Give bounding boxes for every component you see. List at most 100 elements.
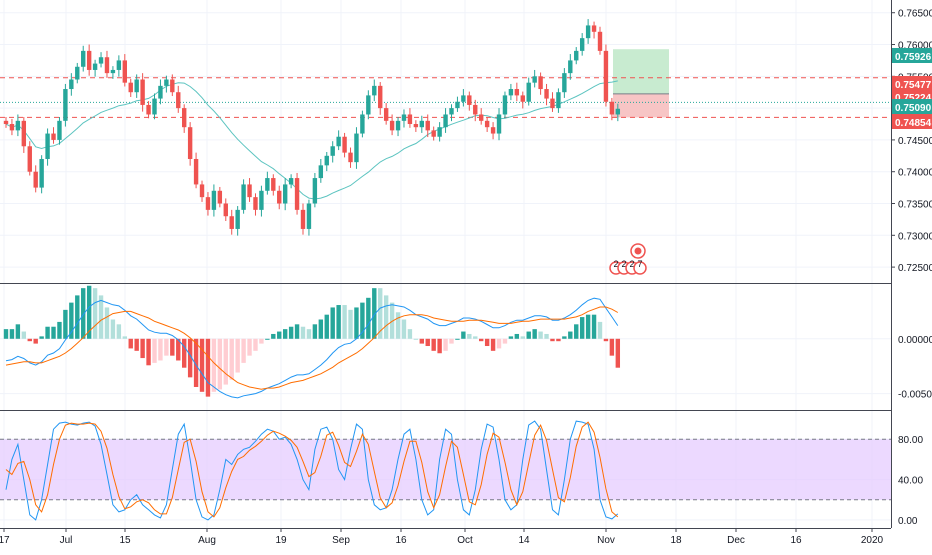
macd-histogram-bar xyxy=(603,338,609,342)
price-label[interactable]: 0.75926 xyxy=(892,48,932,63)
macd-histogram-bar xyxy=(282,329,288,339)
candle xyxy=(585,19,591,44)
macd-histogram-bar xyxy=(401,319,407,339)
macd-histogram-bar xyxy=(152,338,157,363)
candle-body xyxy=(603,50,609,102)
candle xyxy=(532,69,537,88)
macd-histogram-bar xyxy=(247,338,252,356)
macd-histogram-bar xyxy=(336,305,341,339)
candle-body xyxy=(597,31,603,51)
macd-histogram-bar xyxy=(348,309,353,339)
candle xyxy=(348,147,353,168)
candle xyxy=(69,73,74,96)
candle-body xyxy=(27,146,32,172)
candle-body xyxy=(579,38,585,51)
price-label[interactable]: 0.74854 xyxy=(892,114,932,129)
price-label[interactable]: 0.75477 xyxy=(892,76,932,91)
candle-body xyxy=(443,114,448,128)
x-tick-label: Oct xyxy=(457,535,473,546)
macd-histogram-bar xyxy=(63,309,68,339)
macd-histogram-bar xyxy=(253,338,258,351)
macd-histogram-bar xyxy=(69,302,74,339)
candle xyxy=(591,21,597,39)
candle-body xyxy=(383,108,389,121)
moving-average-line xyxy=(5,80,618,200)
candle-body xyxy=(514,89,520,96)
candle xyxy=(395,117,401,137)
candle xyxy=(39,155,44,194)
candle xyxy=(92,59,98,77)
macd-histogram-bar xyxy=(508,336,514,339)
macd-histogram-bar xyxy=(199,338,205,392)
candle xyxy=(176,85,181,113)
macd-histogram-bar xyxy=(277,331,282,339)
candle xyxy=(170,74,175,97)
candle xyxy=(556,88,561,113)
macd-histogram-bar xyxy=(591,314,597,339)
macd-tick-label: -0.00500 xyxy=(898,390,932,401)
event-marker-highlight[interactable] xyxy=(630,243,646,259)
candle xyxy=(579,33,585,56)
candle xyxy=(146,101,151,119)
macd-histogram-bar xyxy=(579,317,585,339)
candle-body xyxy=(568,60,573,74)
candle-body xyxy=(538,76,543,90)
candle xyxy=(484,117,490,132)
price-label-text: 0.75224 xyxy=(895,93,932,104)
macd-histogram-bar xyxy=(205,338,211,397)
candle xyxy=(217,186,223,208)
macd-histogram-bar xyxy=(449,338,454,344)
price-label[interactable]: 0.75090 xyxy=(892,99,932,114)
position-tool[interactable] xyxy=(613,49,669,118)
event-marker[interactable]: 7 xyxy=(633,259,647,275)
price-tick-label: 0.76000 xyxy=(898,41,932,52)
candle xyxy=(187,122,193,166)
candle xyxy=(3,117,9,128)
event-marker-highlight-dot xyxy=(634,247,642,255)
macd-histogram-bar xyxy=(360,302,365,339)
candle-body xyxy=(217,190,223,204)
candle xyxy=(342,132,347,158)
macd-histogram-bar xyxy=(164,338,169,356)
macd-histogram-bar xyxy=(395,312,401,339)
candle xyxy=(526,77,531,106)
candle-body xyxy=(86,50,92,70)
candle xyxy=(241,179,246,214)
candle xyxy=(496,108,502,141)
candle xyxy=(205,192,211,216)
macd-histogram-bar xyxy=(372,288,377,339)
macd-histogram-bar xyxy=(461,331,466,339)
candle-body xyxy=(69,79,74,90)
macd-histogram-bar xyxy=(306,329,312,339)
candle xyxy=(479,108,484,125)
candle xyxy=(140,73,145,112)
axes[interactable]: 0.765000.760000.755000.750000.745000.740… xyxy=(0,9,932,546)
macd-histogram-bar xyxy=(484,338,490,347)
candle-body xyxy=(187,127,193,159)
candle xyxy=(449,104,454,122)
candle xyxy=(378,82,383,115)
candle xyxy=(562,68,567,98)
candle-body xyxy=(282,184,288,204)
macd-histogram-bar xyxy=(92,288,98,339)
candle xyxy=(21,117,27,153)
macd-histogram-bar xyxy=(300,326,306,339)
x-tick-label: 2020 xyxy=(861,535,884,546)
x-tick-label: 14 xyxy=(518,535,530,546)
macd-histogram-bar xyxy=(526,331,531,339)
price-label-text: 0.75926 xyxy=(895,52,932,63)
candle xyxy=(271,174,276,196)
candle-body xyxy=(366,95,371,115)
candle-body xyxy=(265,178,270,191)
candle xyxy=(383,103,389,125)
stoch-d-line xyxy=(5,421,619,518)
candle-body xyxy=(294,178,300,210)
macd-histogram-bar xyxy=(182,338,187,368)
price-label-text: 0.75090 xyxy=(895,103,932,114)
candle xyxy=(259,185,264,217)
candle xyxy=(490,122,496,140)
event-marker-circle xyxy=(633,261,647,275)
x-tick-label: Nov xyxy=(597,535,615,546)
macd-histogram-bar xyxy=(562,336,567,339)
